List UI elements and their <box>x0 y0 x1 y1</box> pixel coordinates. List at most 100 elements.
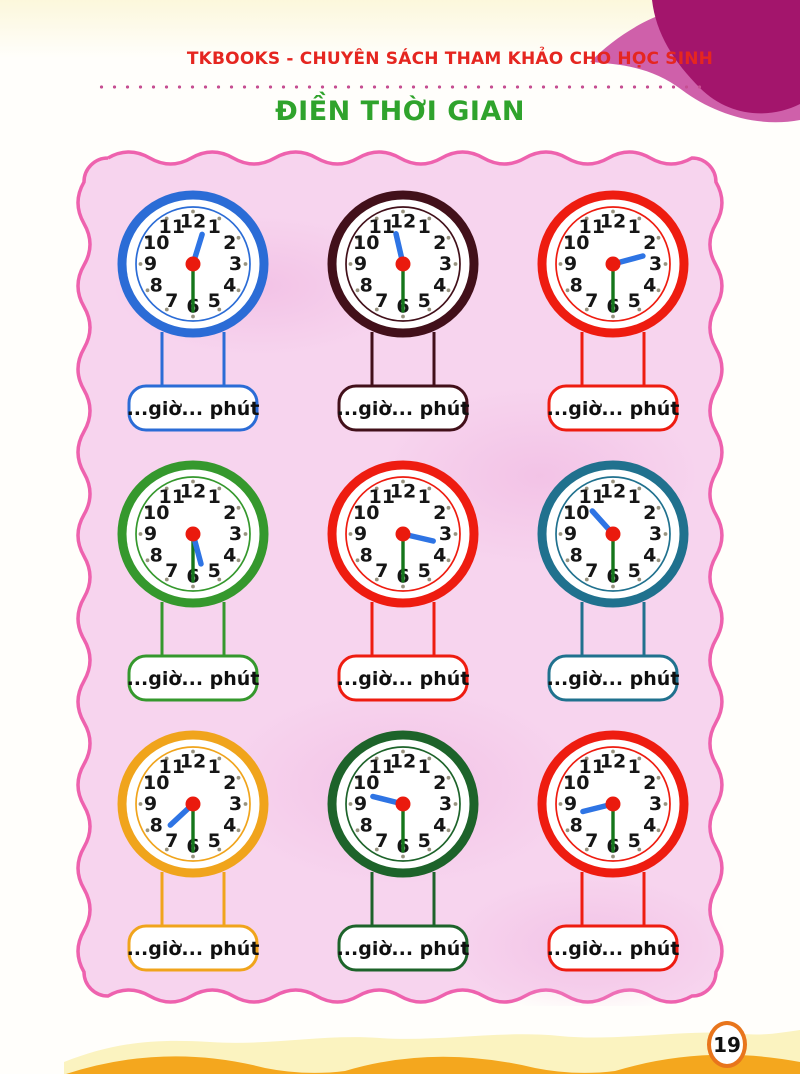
minute-tick-dot <box>565 775 570 780</box>
clock-number: 11 <box>158 216 184 238</box>
clock: 123456789101112 ...giờ... phút <box>537 730 689 972</box>
clock-number: 11 <box>158 756 184 778</box>
clock-face-ring <box>345 476 461 592</box>
clock-center-dot <box>395 256 411 272</box>
clock-number: 5 <box>208 290 221 312</box>
minute-tick-dot <box>145 288 150 293</box>
clock-stand <box>580 332 646 390</box>
clock-number: 10 <box>353 232 379 254</box>
minute-tick-dot <box>217 577 222 582</box>
clock-number: 11 <box>578 756 604 778</box>
minute-tick-dot <box>164 216 169 221</box>
minute-tick-dot <box>637 847 642 852</box>
minute-tick-dot <box>401 314 405 319</box>
minute-tick-dot <box>656 505 661 510</box>
clock-stand <box>160 602 226 660</box>
clock-number: 1 <box>418 216 431 238</box>
clock-widget: 123456789101112 ...giờ... phút <box>513 726 713 988</box>
minute-tick-dot <box>191 854 195 859</box>
corner-decoration-top-right <box>590 0 800 123</box>
minute-tick-dot <box>374 216 379 221</box>
minute-tick-dot <box>145 775 150 780</box>
clock-number: 9 <box>354 523 367 545</box>
clock-face-ring <box>345 206 461 322</box>
minute-tick-dot <box>584 847 589 852</box>
clock-number: 9 <box>354 253 367 275</box>
minute-tick-dot <box>558 802 563 806</box>
clock-center-dot <box>185 256 201 272</box>
clock-number: 4 <box>433 814 446 836</box>
clock-stand <box>370 602 436 660</box>
clock-number: 3 <box>439 793 452 815</box>
minute-tick-dot <box>164 486 169 491</box>
minute-tick-dot <box>558 262 563 266</box>
minute-tick-dot <box>191 314 195 319</box>
clock-number: 9 <box>354 793 367 815</box>
minute-tick-dot <box>236 505 241 510</box>
clock-stand <box>580 872 646 930</box>
minute-tick-dot <box>584 216 589 221</box>
clock-face-ring <box>135 476 251 592</box>
minute-tick-dot <box>584 756 589 761</box>
minute-tick-dot <box>217 307 222 312</box>
clock-number: 9 <box>564 793 577 815</box>
minute-tick-dot <box>565 288 570 293</box>
minute-tick-dot <box>611 479 615 484</box>
clock-number: 5 <box>628 290 641 312</box>
clock-number: 5 <box>418 560 431 582</box>
clock-center-dot <box>395 526 411 542</box>
clock-number: 1 <box>418 756 431 778</box>
page-number-badge: 19 <box>707 1021 747 1068</box>
clock-number: 9 <box>564 523 577 545</box>
minute-tick-dot <box>348 802 353 806</box>
clock-number: 12 <box>390 211 416 233</box>
minute-tick-dot <box>656 828 661 833</box>
minute-tick-dot <box>427 847 432 852</box>
clock-number: 12 <box>180 751 206 773</box>
dotted-divider <box>95 84 701 90</box>
minute-tick-dot <box>637 216 642 221</box>
clock-number: 5 <box>418 290 431 312</box>
minute-tick-dot <box>446 235 451 240</box>
clock-number: 10 <box>563 502 589 524</box>
clock-number: 9 <box>144 523 157 545</box>
clock-number: 1 <box>628 216 641 238</box>
minute-tick-dot <box>374 577 379 582</box>
clock-number: 9 <box>564 253 577 275</box>
clock-face-ring <box>555 746 671 862</box>
minute-tick-dot <box>236 828 241 833</box>
time-answer-label: ...giờ... phút <box>127 938 260 960</box>
clock-number: 8 <box>150 814 163 836</box>
minute-tick-dot <box>145 505 150 510</box>
clock-number: 7 <box>375 830 388 852</box>
clock-number: 10 <box>143 502 169 524</box>
clock-face-ring <box>135 206 251 322</box>
minute-tick-dot <box>355 288 360 293</box>
time-answer-box <box>127 384 259 432</box>
clock-widget: 123456789101112 ...giờ... phút <box>513 456 713 718</box>
clock-face-ring <box>345 746 461 862</box>
time-answer-box <box>547 384 679 432</box>
minute-tick-dot <box>145 235 150 240</box>
page-number: 19 <box>713 1032 741 1057</box>
clock-number: 2 <box>433 232 446 254</box>
clock-number: 10 <box>143 772 169 794</box>
clock-widget: 123456789101112 ...giờ... phút <box>513 186 713 448</box>
minute-tick-dot <box>611 749 615 754</box>
clock-center-dot <box>605 796 621 812</box>
clock-number: 7 <box>375 560 388 582</box>
minute-tick-dot <box>446 288 451 293</box>
clock-widget: 123456789101112 ...giờ... phút <box>93 186 293 448</box>
time-answer-label: ...giờ... phút <box>337 668 470 690</box>
clock-number: 3 <box>229 253 242 275</box>
minute-tick-dot <box>401 854 405 859</box>
minute-tick-dot <box>565 235 570 240</box>
minute-tick-dot <box>355 505 360 510</box>
minute-tick-dot <box>217 486 222 491</box>
clock-number: 8 <box>570 274 583 296</box>
clock-widget: 123456789101112 ...giờ... phút <box>303 726 503 988</box>
minute-tick-dot <box>446 775 451 780</box>
clock-number: 8 <box>360 274 373 296</box>
page-title: ĐIỀN THỜI GIAN <box>275 96 525 127</box>
clock-number: 4 <box>643 544 656 566</box>
